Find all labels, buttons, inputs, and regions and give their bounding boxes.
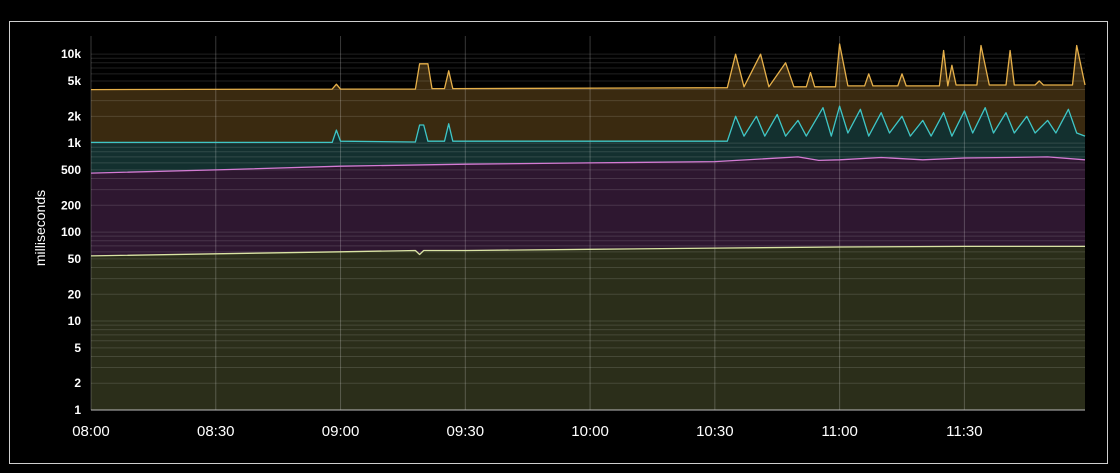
x-tick-label: 10:30 [696,423,734,440]
x-axis-ticks: 08:00 08:30 09:00 09:30 10:00 10:30 11:00 11:30 [72,423,982,440]
x-tick-label: 09:30 [447,423,485,440]
y-tick-label: 500 [61,163,81,177]
x-tick-label: 11:30 [946,423,982,440]
x-tick-label: 09:00 [322,423,360,440]
y-axis-ticks: 1 2 5 10 20 50 100 200 500 1k 2k 5k 10k [61,47,81,417]
x-tick-label: 08:00 [72,423,110,440]
y-tick-label: 5 [74,341,81,355]
y-tick-label: 1 [74,403,81,417]
series-lines [90,43,1086,411]
y-axis-label: milliseconds [32,190,48,266]
y-tick-label: 1k [68,136,82,150]
series-4-line [90,43,1086,91]
x-tick-label: 10:00 [571,423,609,440]
y-tick-label: 2k [68,109,82,123]
y-tick-label: 10k [61,47,81,61]
y-tick-label: 5k [68,74,82,88]
series-1-line [90,245,1085,257]
series-2-line [90,156,1086,174]
y-tick-label: 10 [68,314,82,328]
y-tick-label: 20 [68,287,82,301]
y-tick-label: 200 [61,198,81,212]
series-3-line [91,105,1086,144]
y-tick-label: 50 [68,252,82,266]
series-areas [91,44,1085,410]
x-tick-label: 08:30 [197,423,235,440]
x-tick-label: 11:00 [821,423,857,440]
series-1-area [91,246,1085,410]
y-tick-label: 2 [74,376,81,390]
y-tick-label: 100 [61,225,81,239]
